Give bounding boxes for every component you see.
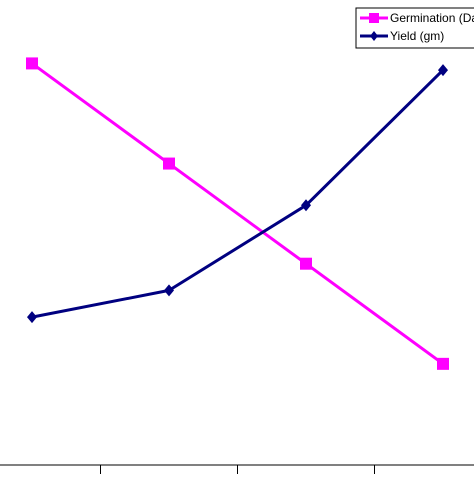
series-line bbox=[31, 62, 444, 366]
legend: Germination (Da Yield (gm) bbox=[355, 7, 474, 49]
data-point-diamond bbox=[438, 64, 448, 77]
legend-item: Yield (gm) bbox=[360, 29, 444, 43]
data-point-diamond bbox=[164, 284, 174, 297]
series-group bbox=[26, 57, 449, 370]
data-point-square bbox=[300, 257, 312, 270]
series-line bbox=[31, 69, 445, 319]
data-point-diamond bbox=[301, 199, 311, 212]
data-point-square bbox=[163, 157, 175, 170]
legend-marker-square bbox=[369, 13, 379, 23]
series-1 bbox=[26, 57, 449, 370]
series-2 bbox=[27, 64, 448, 324]
legend-marker-diamond bbox=[370, 31, 378, 41]
data-point-square bbox=[26, 57, 38, 70]
x-axis bbox=[0, 464, 474, 474]
legend-item: Germination (Da bbox=[360, 11, 474, 25]
legend-label: Germination (Da bbox=[390, 11, 474, 25]
legend-label: Yield (gm) bbox=[390, 29, 444, 43]
data-point-square bbox=[437, 357, 449, 370]
data-point-diamond bbox=[27, 311, 37, 324]
